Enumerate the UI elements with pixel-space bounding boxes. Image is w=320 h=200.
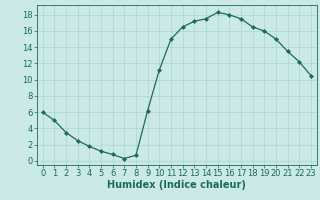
X-axis label: Humidex (Indice chaleur): Humidex (Indice chaleur) — [108, 180, 246, 190]
